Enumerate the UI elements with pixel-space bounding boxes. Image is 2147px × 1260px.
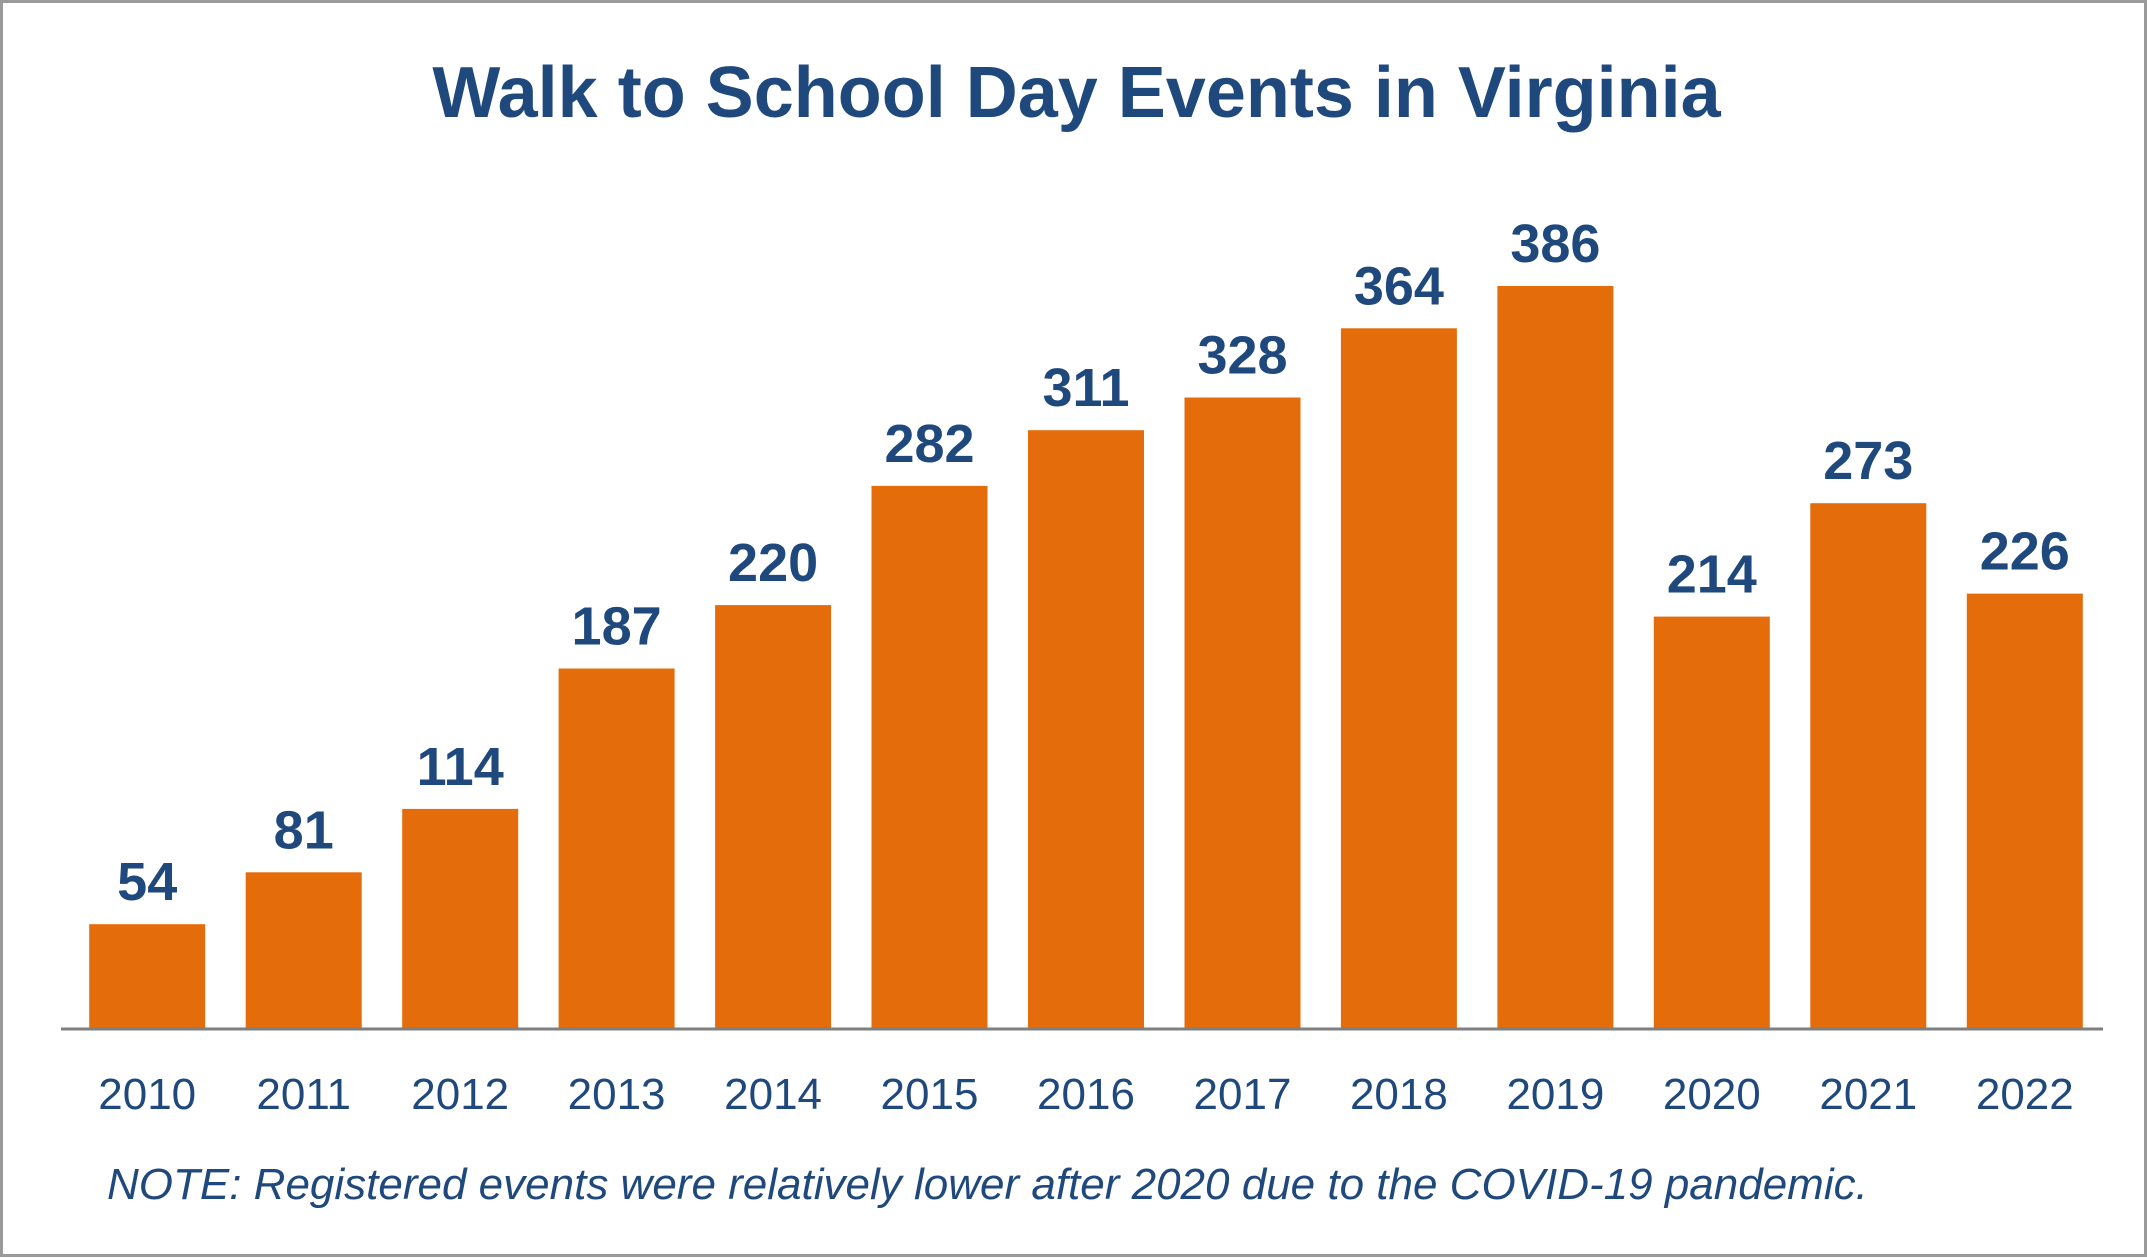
tick-label-2022: 2022 — [1976, 1070, 2074, 1119]
bar-2016 — [1028, 430, 1144, 1028]
chart-note: NOTE: Registered events were relatively … — [107, 1160, 1868, 1209]
tick-label-2020: 2020 — [1663, 1070, 1761, 1119]
bar-2017 — [1184, 397, 1301, 1028]
tick-label-2017: 2017 — [1194, 1070, 1292, 1119]
bar-2022 — [1966, 593, 2083, 1028]
tick-label-2011: 2011 — [256, 1070, 351, 1119]
value-labels-layer: 54 81 114 187 220 282 311 328 364 386 214 273 226 — [117, 214, 2070, 912]
value-label-2018: 364 — [1354, 256, 1444, 316]
bar-2015 — [871, 485, 988, 1028]
chart-title: Walk to School Day Events in Virginia — [432, 53, 1721, 133]
bars-layer — [89, 286, 2083, 1028]
bar-2013 — [558, 668, 675, 1028]
value-label-2011: 81 — [274, 800, 334, 860]
value-label-2022: 226 — [1980, 522, 2070, 582]
bar-2014 — [715, 605, 832, 1028]
value-label-2015: 282 — [884, 414, 974, 474]
bar-chart: 54 81 114 187 220 282 311 328 364 386 214 273 226 20… — [61, 214, 2103, 1119]
value-label-2017: 328 — [1197, 326, 1287, 386]
bar-2020 — [1653, 616, 1770, 1028]
bar-2018 — [1340, 328, 1457, 1028]
value-label-2019: 386 — [1510, 214, 1600, 274]
bar-2010 — [89, 924, 206, 1028]
bar-2011 — [245, 872, 362, 1028]
value-label-2010: 54 — [117, 852, 177, 912]
tick-label-2016: 2016 — [1037, 1070, 1135, 1119]
value-label-2012: 114 — [417, 737, 504, 797]
tick-label-2010: 2010 — [98, 1070, 196, 1119]
tick-label-2019: 2019 — [1506, 1070, 1604, 1119]
value-label-2014: 220 — [728, 533, 818, 593]
tick-label-2013: 2013 — [568, 1070, 666, 1119]
tick-label-2015: 2015 — [881, 1070, 979, 1119]
value-label-2021: 273 — [1823, 431, 1913, 491]
tick-label-2012: 2012 — [411, 1070, 509, 1119]
bar-2021 — [1810, 503, 1927, 1028]
tick-label-2018: 2018 — [1350, 1070, 1448, 1119]
value-label-2013: 187 — [572, 597, 662, 657]
tick-label-2014: 2014 — [724, 1070, 822, 1119]
value-label-2016: 311 — [1042, 358, 1129, 418]
bar-2012 — [402, 808, 519, 1028]
tick-label-2021: 2021 — [1819, 1070, 1917, 1119]
bar-2019 — [1497, 286, 1614, 1028]
tick-labels-layer: 2010 2011 2012 2013 2014 2015 2016 2017 2018 2019… — [98, 1070, 2073, 1119]
value-label-2020: 214 — [1667, 545, 1757, 605]
